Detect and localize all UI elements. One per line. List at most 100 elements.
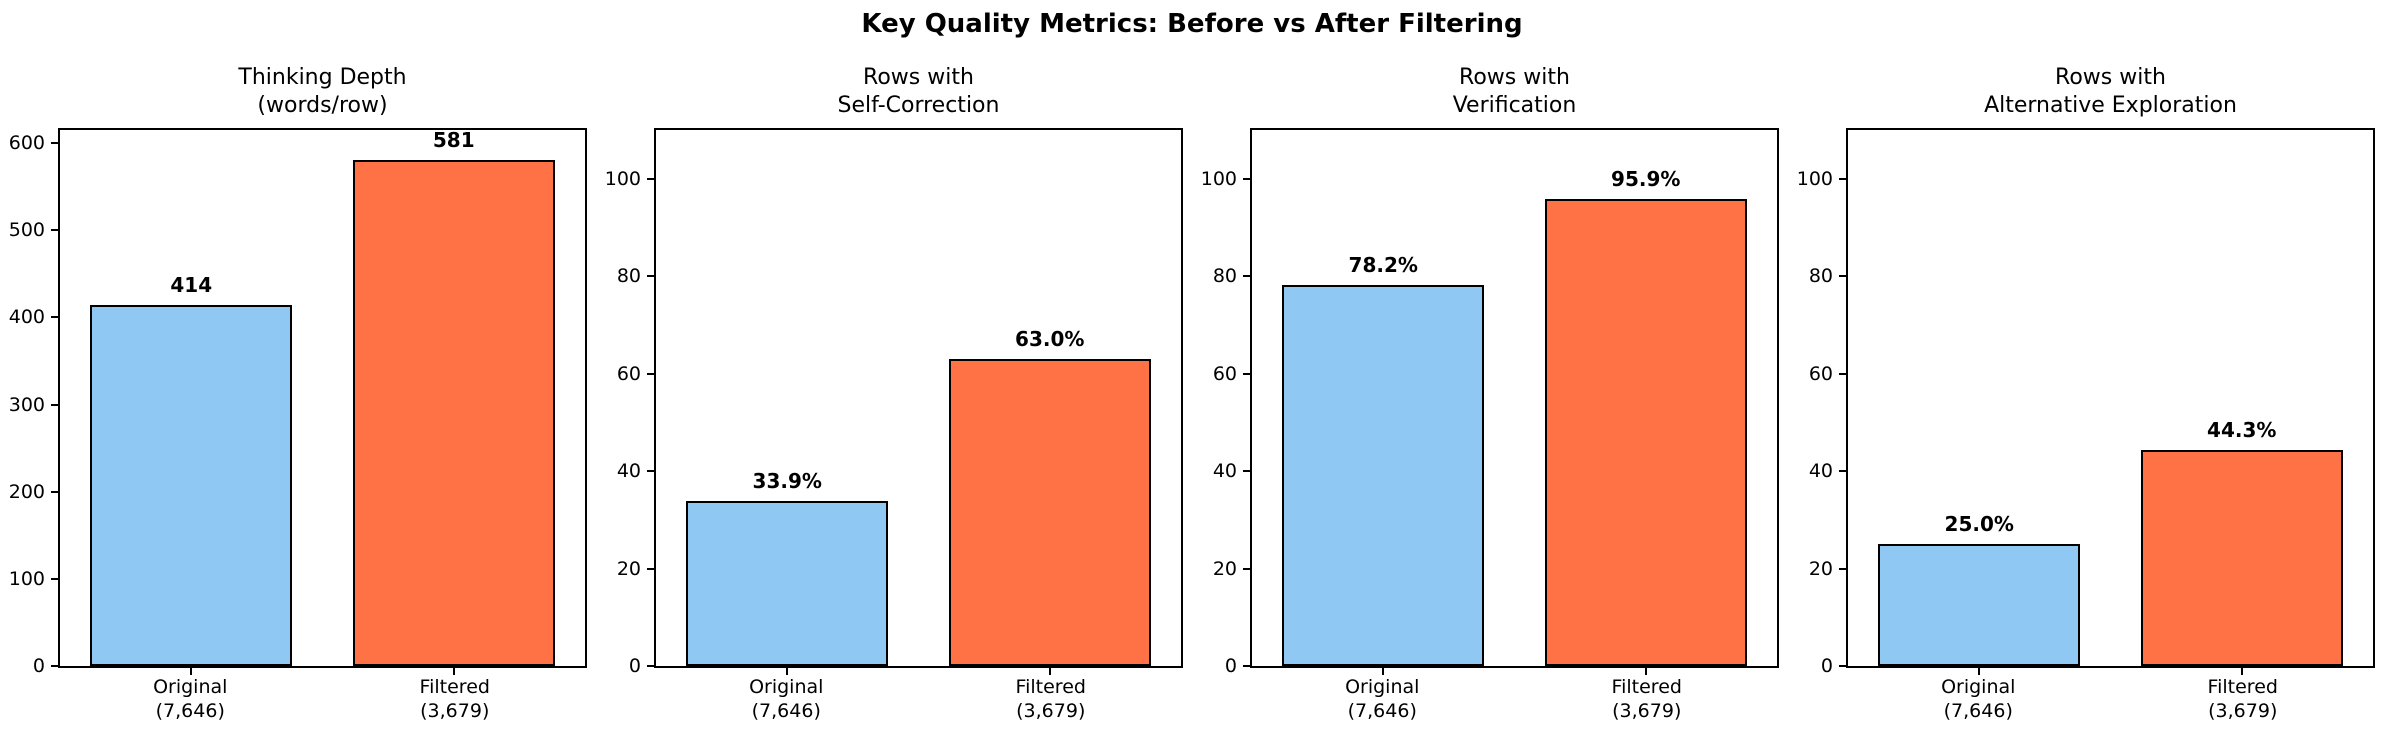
subplot-panel-1: Thinking Depth (words/row) 0 100 200 300 400 5… bbox=[0, 44, 596, 731]
x-tick-mark bbox=[1978, 668, 1981, 675]
plot-row: 0 20 40 60 80 100 78.2% 95.9% bbox=[1192, 128, 1788, 677]
y-tick-label: 20 bbox=[616, 557, 641, 580]
bar-filtered bbox=[352, 159, 555, 666]
subplot-title: Rows with Self-Correction bbox=[837, 65, 1000, 118]
y-tick-mark bbox=[1839, 177, 1846, 180]
x-axis-labels: Original (7,646) Filtered (3,679) bbox=[1846, 675, 2375, 731]
y-axis: 0 20 40 60 80 100 bbox=[1788, 128, 1846, 677]
x-tick-mark bbox=[190, 668, 193, 675]
x-tick-label: Original (7,646) bbox=[1345, 676, 1420, 722]
y-tick-mark bbox=[51, 229, 58, 232]
y-axis: 0 100 200 300 400 500 600 bbox=[0, 128, 58, 677]
y-tick-label: 20 bbox=[1212, 557, 1237, 580]
y-tick-label: 300 bbox=[8, 393, 45, 416]
y-tick-mark bbox=[1839, 275, 1846, 278]
plot-row: 0 100 200 300 400 500 600 414 581 bbox=[0, 127, 596, 677]
x-tick-label: Filtered (3,679) bbox=[419, 676, 490, 722]
y-tick-mark bbox=[647, 470, 654, 473]
y-tick-label: 60 bbox=[616, 362, 641, 385]
y-tick-mark bbox=[647, 372, 654, 375]
y-tick-mark bbox=[1839, 372, 1846, 375]
y-tick-mark bbox=[1243, 177, 1250, 180]
plot-area: 25.0% 44.3% bbox=[1846, 128, 2375, 675]
y-axis: 0 20 40 60 80 100 bbox=[596, 128, 654, 677]
bar-filtered bbox=[1544, 198, 1747, 666]
y-tick-mark bbox=[647, 567, 654, 570]
bar-original bbox=[1878, 544, 2081, 666]
figure-title: Key Quality Metrics: Before vs After Fil… bbox=[861, 9, 1523, 39]
y-tick-mark bbox=[1243, 665, 1250, 667]
y-tick-label: 100 bbox=[1200, 167, 1237, 190]
y-tick-mark bbox=[647, 177, 654, 180]
plot-row: 0 20 40 60 80 100 33.9% 63.0% bbox=[596, 128, 1192, 677]
plot-area: 414 581 bbox=[58, 127, 587, 675]
y-tick-label: 0 bbox=[628, 655, 641, 677]
y-tick-label: 100 bbox=[604, 167, 641, 190]
subplot-title: Thinking Depth (words/row) bbox=[238, 65, 407, 118]
bar-value-label: 63.0% bbox=[1015, 327, 1085, 352]
y-tick-label: 600 bbox=[8, 132, 45, 155]
y-tick-label: 40 bbox=[1808, 460, 1833, 483]
y-tick-label: 60 bbox=[1808, 362, 1833, 385]
plot-area: 33.9% 63.0% bbox=[654, 128, 1183, 675]
y-axis: 0 20 40 60 80 100 bbox=[1192, 128, 1250, 677]
x-tick-label: Original (7,646) bbox=[1941, 676, 2016, 722]
x-tick-mark bbox=[2240, 668, 2243, 675]
x-tick-mark bbox=[1048, 668, 1051, 675]
y-tick-mark bbox=[1839, 470, 1846, 473]
y-tick-mark bbox=[51, 665, 58, 667]
x-tick-mark bbox=[1644, 668, 1647, 675]
x-axis-labels: Original (7,646) Filtered (3,679) bbox=[58, 675, 587, 731]
x-tick-label: Original (7,646) bbox=[749, 676, 824, 722]
y-tick-mark bbox=[647, 665, 654, 667]
x-axis-labels: Original (7,646) Filtered (3,679) bbox=[1250, 675, 1779, 731]
y-tick-label: 0 bbox=[1224, 655, 1237, 677]
y-tick-label: 400 bbox=[8, 306, 45, 329]
y-tick-mark bbox=[51, 403, 58, 406]
bar-value-label: 25.0% bbox=[1944, 512, 2014, 537]
subplot-title: Rows with Alternative Exploration bbox=[1984, 65, 2237, 118]
bar-value-label: 44.3% bbox=[2207, 418, 2277, 443]
x-tick-mark bbox=[786, 668, 789, 675]
x-tick-label: Filtered (3,679) bbox=[2207, 676, 2278, 722]
y-tick-mark bbox=[1243, 567, 1250, 570]
y-tick-mark bbox=[51, 316, 58, 319]
bar-filtered bbox=[948, 359, 1151, 666]
y-tick-label: 80 bbox=[1212, 265, 1237, 288]
y-tick-label: 40 bbox=[1212, 460, 1237, 483]
x-tick-label: Filtered (3,679) bbox=[1611, 676, 1682, 722]
y-tick-label: 80 bbox=[1808, 265, 1833, 288]
bar-value-label: 95.9% bbox=[1611, 166, 1681, 191]
bar-original bbox=[686, 500, 889, 666]
panels: Thinking Depth (words/row) 0 100 200 300 400 5… bbox=[0, 44, 2384, 731]
y-tick-label: 60 bbox=[1212, 362, 1237, 385]
plot-row: 0 20 40 60 80 100 25.0% 44.3% bbox=[1788, 128, 2384, 677]
y-tick-mark bbox=[51, 490, 58, 493]
bar-value-label: 414 bbox=[170, 273, 213, 298]
y-tick-mark bbox=[51, 142, 58, 145]
bar-value-label: 581 bbox=[432, 127, 475, 152]
y-tick-mark bbox=[647, 275, 654, 278]
y-tick-label: 200 bbox=[8, 480, 45, 503]
bar-value-label: 33.9% bbox=[752, 468, 822, 493]
y-tick-label: 0 bbox=[1820, 655, 1833, 677]
x-axis-labels: Original (7,646) Filtered (3,679) bbox=[654, 675, 1183, 731]
bar-filtered bbox=[2140, 450, 2343, 666]
y-tick-label: 0 bbox=[32, 655, 45, 677]
y-tick-label: 100 bbox=[8, 567, 45, 590]
bar-value-label: 78.2% bbox=[1348, 252, 1418, 277]
x-tick-label: Original (7,646) bbox=[153, 676, 228, 722]
plot-area: 78.2% 95.9% bbox=[1250, 128, 1779, 675]
x-tick-mark bbox=[1382, 668, 1385, 675]
y-tick-label: 100 bbox=[1796, 167, 1833, 190]
y-tick-label: 80 bbox=[616, 265, 641, 288]
subplot-panel-4: Rows with Alternative Exploration 0 20 40 60… bbox=[1788, 44, 2384, 731]
y-tick-label: 20 bbox=[1808, 557, 1833, 580]
y-tick-mark bbox=[1243, 275, 1250, 278]
bar-original bbox=[1282, 284, 1485, 666]
subplot-panel-3: Rows with Verification 0 20 40 60 80 100 78.2% 9… bbox=[1192, 44, 1788, 731]
x-tick-mark bbox=[452, 668, 455, 675]
subplot-title: Rows with Verification bbox=[1452, 65, 1577, 118]
x-tick-label: Filtered (3,679) bbox=[1015, 676, 1086, 722]
